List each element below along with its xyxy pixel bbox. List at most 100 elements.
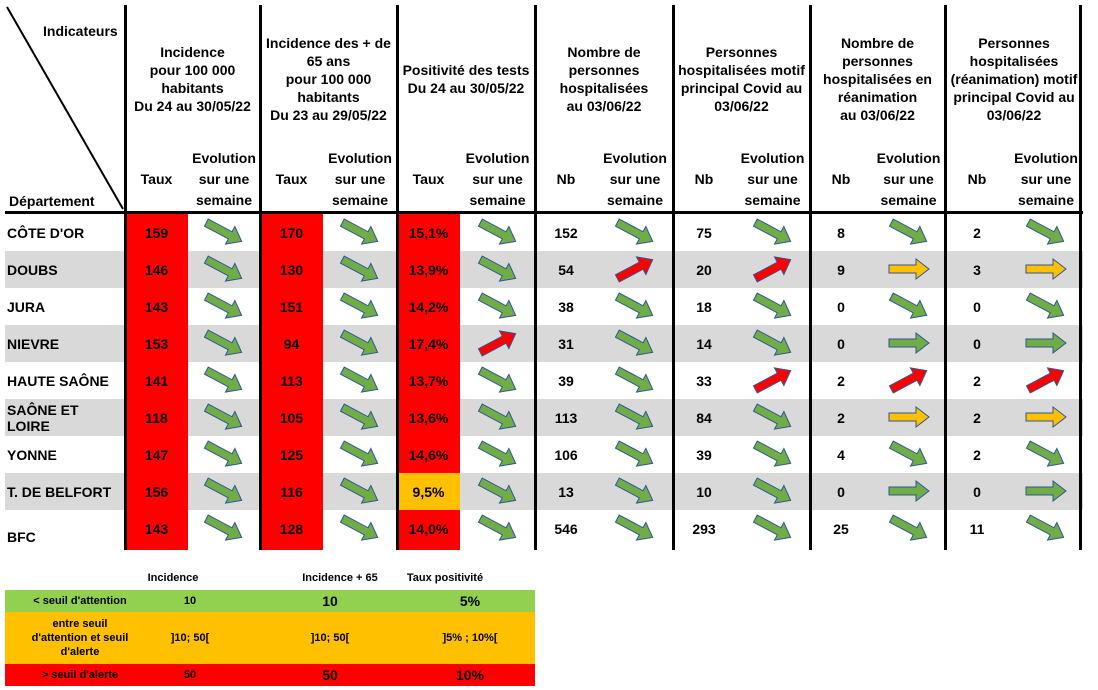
value-cell: 3 <box>973 261 981 278</box>
value-cell: 143 <box>144 520 169 537</box>
trend-arrow-down-icon <box>612 328 658 358</box>
value-cell: 9,5% <box>412 483 445 500</box>
alert-column-fill <box>262 211 323 550</box>
legend-value: 10 <box>322 593 338 609</box>
legend-header: Taux positivité <box>406 572 484 584</box>
legend-band <box>5 612 535 664</box>
header-rule <box>5 211 1083 214</box>
trend-arrow-down-icon <box>337 254 383 284</box>
trend-arrow-down-icon <box>201 291 247 321</box>
group-divider <box>396 5 399 550</box>
trend-arrow-down-icon <box>201 476 247 506</box>
trend-arrow-down-icon <box>612 402 658 432</box>
trend-arrow-down-icon <box>337 439 383 469</box>
department-name: YONNE <box>7 446 57 463</box>
corner-department-label: Département <box>9 193 95 209</box>
trend-arrow-down-icon <box>1023 513 1069 543</box>
trend-arrow-down-icon <box>1023 217 1069 247</box>
legend-value: 50 <box>322 667 338 683</box>
trend-arrow-down-icon <box>750 328 796 358</box>
value-cell: 14 <box>696 335 712 352</box>
sub-header-evolution: Evolution sur une semaine <box>876 149 941 208</box>
trend-arrow-down-icon <box>612 513 658 543</box>
value-cell: 170 <box>279 224 304 241</box>
sub-header-evolution: Evolution sur une semaine <box>328 149 392 208</box>
trend-arrow-down-icon <box>750 217 796 247</box>
value-cell: 39 <box>696 446 712 463</box>
trend-arrow-up-icon <box>475 328 521 358</box>
group-divider <box>672 5 675 550</box>
legend-header: Incidence + 65 <box>302 572 378 584</box>
trend-arrow-down-icon <box>475 402 521 432</box>
trend-arrow-down-icon <box>750 439 796 469</box>
group-header: Nombre de personnes hospitalisées au 03/06/… <box>559 44 649 114</box>
legend-value: ]5% ; 10%[ <box>442 632 498 644</box>
value-cell: 14,6% <box>408 446 449 463</box>
value-cell: 2 <box>973 372 981 389</box>
legend-label: > seuil d'alerte <box>41 669 119 681</box>
group-divider <box>809 5 812 550</box>
trend-arrow-down-icon <box>475 217 521 247</box>
trend-arrow-down-icon <box>475 365 521 395</box>
sub-header-evolution: Evolution sur une semaine <box>740 149 805 208</box>
trend-arrow-down-icon <box>337 328 383 358</box>
legend-value: ]10; 50[ <box>170 632 210 644</box>
value-cell: 2 <box>973 409 981 426</box>
trend-arrow-down-icon <box>612 439 658 469</box>
value-cell: 0 <box>837 335 845 352</box>
trend-arrow-down-icon <box>201 328 247 358</box>
value-cell: 13,9% <box>408 261 449 278</box>
trend-arrow-down-icon <box>750 513 796 543</box>
value-cell: 18 <box>696 298 712 315</box>
value-cell: 147 <box>144 446 169 463</box>
value-cell: 2 <box>973 446 981 463</box>
trend-arrow-down-icon <box>1023 291 1069 321</box>
department-name: BFC <box>7 528 36 545</box>
group-divider <box>534 5 537 550</box>
value-cell: 11 <box>969 520 985 537</box>
trend-arrow-down-icon <box>475 476 521 506</box>
value-cell: 106 <box>554 446 578 463</box>
trend-arrow-down-icon <box>750 402 796 432</box>
trend-arrow-down-icon <box>475 439 521 469</box>
department-name: NIEVRE <box>7 335 60 352</box>
trend-arrow-down-icon <box>201 439 247 469</box>
trend-arrow-down-icon <box>750 476 796 506</box>
trend-arrow-down-icon <box>612 291 658 321</box>
trend-arrow-down-icon <box>886 291 932 321</box>
value-cell: 33 <box>696 372 712 389</box>
trend-arrow-down-icon <box>201 254 247 284</box>
group-divider <box>944 5 947 550</box>
trend-arrow-down-icon <box>337 365 383 395</box>
legend-band <box>5 664 535 686</box>
value-cell: 0 <box>837 483 845 500</box>
value-cell: 125 <box>279 446 304 463</box>
legend-label: entre seuil d'attention et seuil d'alerte <box>31 618 129 658</box>
trend-arrow-up-icon <box>886 365 932 395</box>
trend-arrow-down-icon <box>337 291 383 321</box>
department-name: T. DE BELFORT <box>7 483 112 500</box>
group-divider <box>1079 5 1082 550</box>
department-name: DOUBS <box>7 261 58 278</box>
value-cell: 4 <box>837 446 845 463</box>
sub-header-value: Nb <box>694 170 714 187</box>
department-name: SAÔNE ET LOIRE <box>7 401 79 434</box>
value-cell: 31 <box>558 335 574 352</box>
trend-arrow-up-icon <box>1023 365 1069 395</box>
value-cell: 94 <box>283 335 300 352</box>
trend-arrow-down-icon <box>886 439 932 469</box>
value-cell: 13,7% <box>408 372 449 389</box>
group-header: Nombre de personnes hospitalisées en réanim… <box>823 35 932 123</box>
value-cell: 151 <box>279 298 304 315</box>
value-cell: 2 <box>973 224 981 241</box>
value-cell: 9 <box>837 261 845 278</box>
sub-header-evolution: Evolution sur une semaine <box>465 149 530 208</box>
trend-arrow-down-icon <box>1023 439 1069 469</box>
sub-header-value: Taux <box>275 170 308 187</box>
value-cell: 13 <box>558 483 574 500</box>
value-cell: 0 <box>973 335 981 352</box>
value-cell: 25 <box>833 520 849 537</box>
value-cell: 0 <box>973 298 981 315</box>
value-cell: 153 <box>144 335 169 352</box>
trend-arrow-up-icon <box>750 254 796 284</box>
